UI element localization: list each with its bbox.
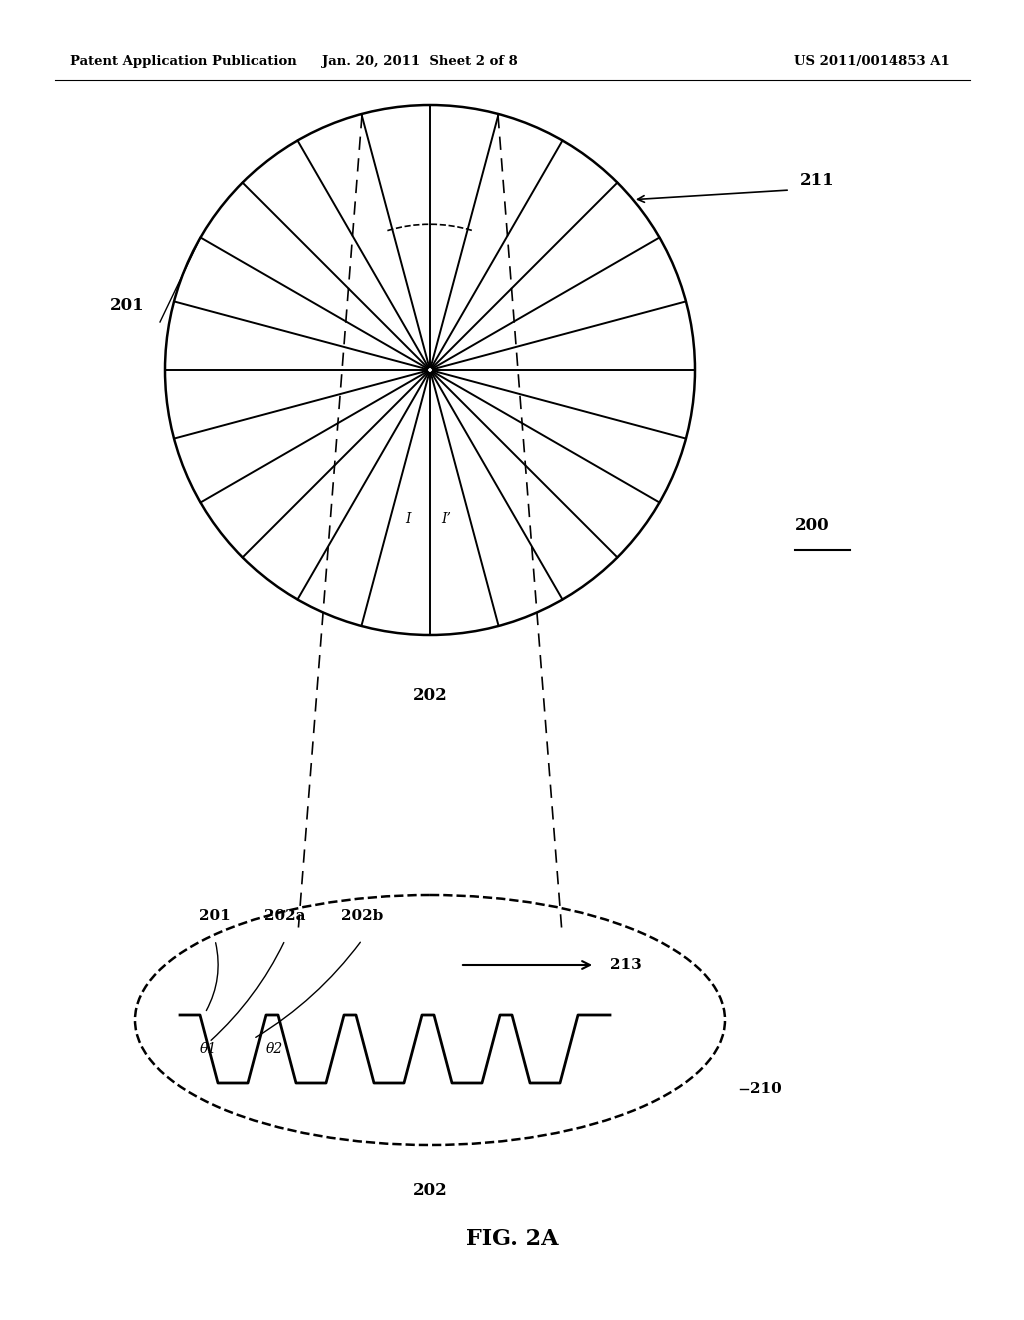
Text: FIG. 2A: FIG. 2A — [466, 1228, 558, 1250]
Text: 211: 211 — [800, 172, 835, 189]
Text: Jan. 20, 2011  Sheet 2 of 8: Jan. 20, 2011 Sheet 2 of 8 — [323, 55, 518, 69]
Text: 201: 201 — [110, 297, 144, 314]
Text: 200: 200 — [795, 517, 829, 535]
Text: 202: 202 — [413, 686, 447, 704]
Text: 201: 201 — [199, 909, 230, 923]
Text: θ1: θ1 — [200, 1041, 217, 1056]
Text: 202b: 202b — [341, 909, 383, 923]
Text: I: I — [406, 512, 411, 525]
Text: 202a: 202a — [264, 909, 306, 923]
Text: Patent Application Publication: Patent Application Publication — [70, 55, 297, 69]
Text: 210: 210 — [750, 1082, 781, 1096]
Text: 202: 202 — [413, 1181, 447, 1199]
Text: US 2011/0014853 A1: US 2011/0014853 A1 — [795, 55, 950, 69]
Text: 213: 213 — [610, 958, 642, 972]
Text: I’: I’ — [441, 512, 451, 525]
Text: θ2: θ2 — [265, 1041, 283, 1056]
